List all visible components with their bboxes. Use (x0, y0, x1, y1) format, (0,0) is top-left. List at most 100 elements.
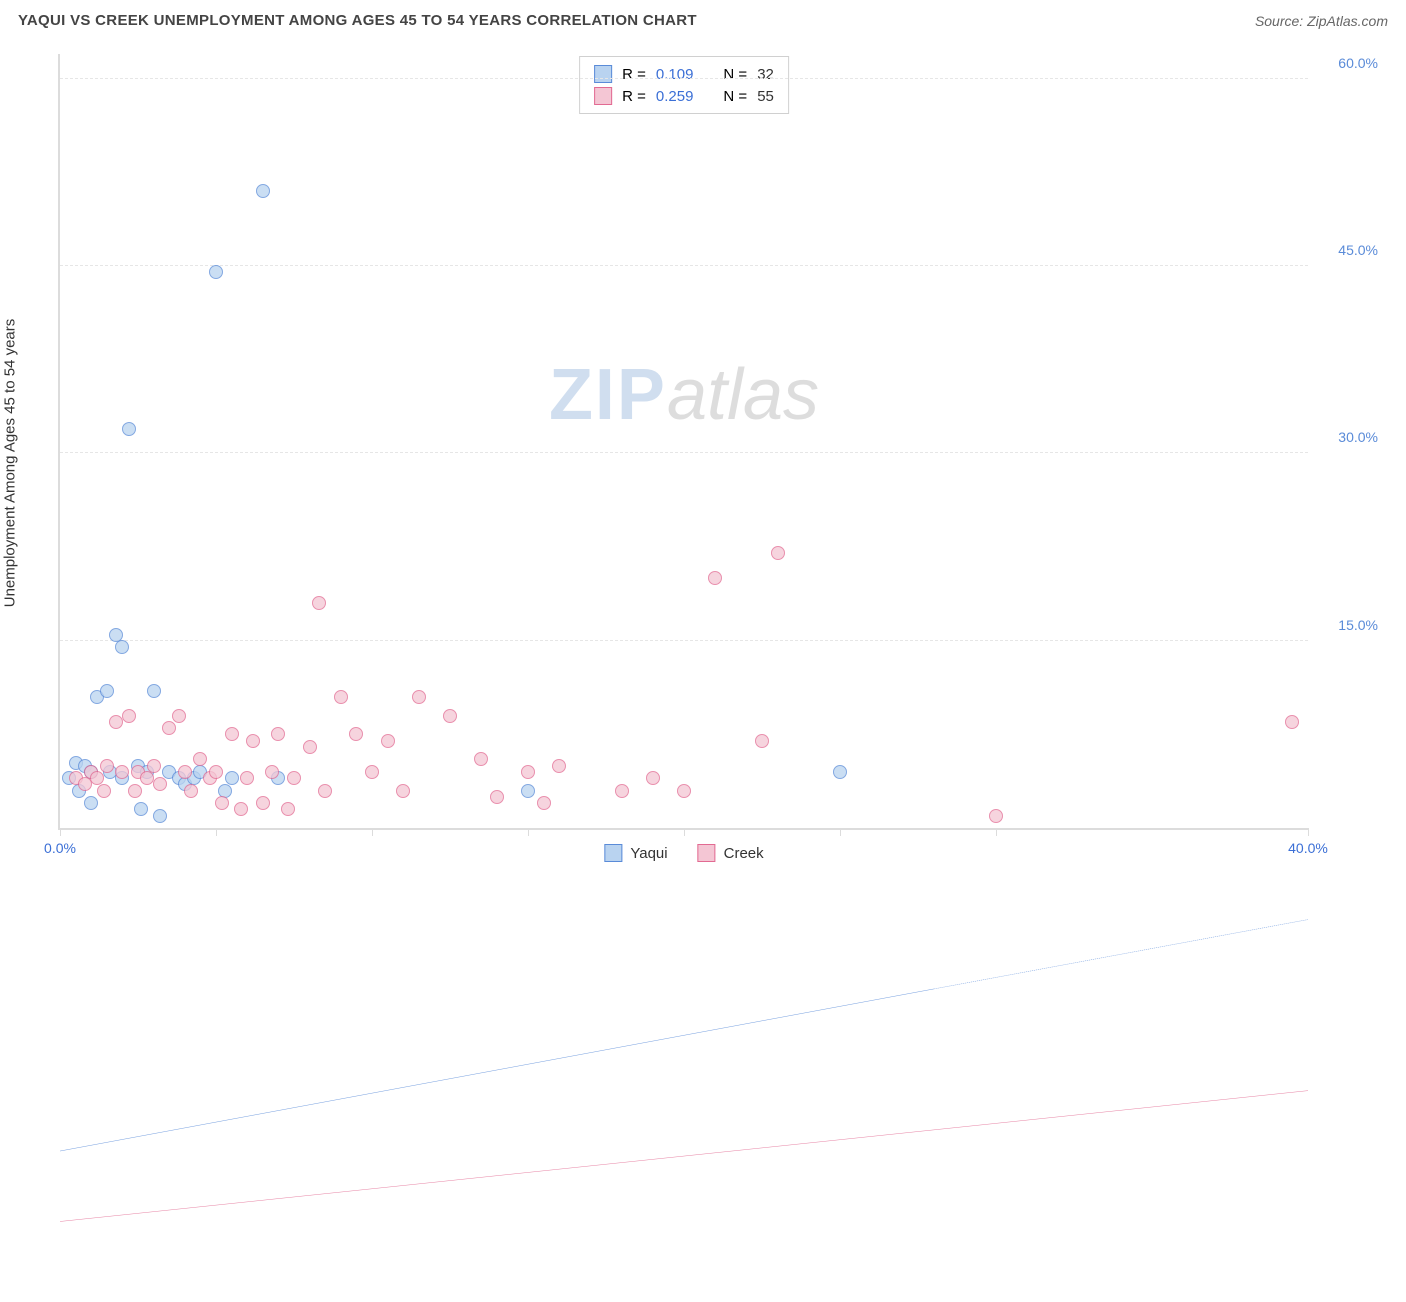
data-point (365, 765, 379, 779)
data-point (240, 771, 254, 785)
data-point (303, 740, 317, 754)
data-point (225, 727, 239, 741)
series-legend: Yaqui Creek (604, 844, 763, 862)
data-point (97, 784, 111, 798)
y-tick-label: 60.0% (1338, 55, 1378, 71)
source-label: Source: ZipAtlas.com (1255, 13, 1388, 29)
data-point (209, 265, 223, 279)
chart-container: Unemployment Among Ages 45 to 54 years Z… (18, 46, 1388, 880)
x-tick (216, 828, 217, 836)
data-point (521, 765, 535, 779)
legend-swatch (594, 65, 612, 83)
data-point (771, 546, 785, 560)
data-point (184, 784, 198, 798)
data-point (412, 690, 426, 704)
y-tick-label: 45.0% (1338, 242, 1378, 258)
data-point (256, 184, 270, 198)
correlation-legend: R = 0.109 N = 32 R = 0.259 N = 55 (579, 56, 789, 114)
y-tick-label: 15.0% (1338, 617, 1378, 633)
legend-n-value: 55 (757, 88, 774, 105)
data-point (708, 571, 722, 585)
data-point (552, 759, 566, 773)
data-point (443, 709, 457, 723)
trend-line (60, 1091, 1308, 1222)
legend-row: R = 0.109 N = 32 (594, 63, 774, 85)
gridline (60, 78, 1308, 79)
data-point (381, 734, 395, 748)
data-point (172, 709, 186, 723)
data-point (100, 684, 114, 698)
data-point (193, 752, 207, 766)
legend-n-label: N = (723, 88, 747, 105)
data-point (84, 796, 98, 810)
x-tick (684, 828, 685, 836)
data-point (396, 784, 410, 798)
trendlines-layer (60, 54, 1308, 1302)
data-point (147, 684, 161, 698)
data-point (209, 765, 223, 779)
data-point (646, 771, 660, 785)
legend-n-label: N = (723, 66, 747, 83)
chart-title: YAQUI VS CREEK UNEMPLOYMENT AMONG AGES 4… (18, 12, 697, 29)
data-point (349, 727, 363, 741)
data-point (271, 727, 285, 741)
legend-r-label: R = (622, 88, 646, 105)
x-tick-label: 0.0% (44, 840, 76, 856)
x-tick (528, 828, 529, 836)
x-tick (840, 828, 841, 836)
data-point (312, 596, 326, 610)
data-point (100, 759, 114, 773)
y-tick-label: 30.0% (1338, 429, 1378, 445)
watermark: ZIPatlas (549, 354, 819, 436)
data-point (122, 709, 136, 723)
data-point (225, 771, 239, 785)
data-point (1285, 715, 1299, 729)
data-point (677, 784, 691, 798)
legend-swatch (594, 87, 612, 105)
legend-swatch (698, 844, 716, 862)
x-tick (60, 828, 61, 836)
x-tick-label: 40.0% (1288, 840, 1328, 856)
data-point (256, 796, 270, 810)
legend-label: Yaqui (630, 845, 667, 862)
legend-n-value: 32 (757, 66, 774, 83)
trend-line-dashed (934, 920, 1308, 989)
x-tick (1308, 828, 1309, 836)
gridline (60, 452, 1308, 453)
data-point (287, 771, 301, 785)
data-point (153, 777, 167, 791)
data-point (334, 690, 348, 704)
legend-swatch (604, 844, 622, 862)
legend-r-value: 0.109 (656, 66, 694, 83)
gridline (60, 265, 1308, 266)
plot-area: ZIPatlas R =0.109N =32R =0.259N =55 Yaqu… (58, 54, 1308, 830)
legend-label: Creek (724, 845, 764, 862)
data-point (318, 784, 332, 798)
data-point (147, 759, 161, 773)
data-point (833, 765, 847, 779)
data-point (234, 802, 248, 816)
data-point (215, 796, 229, 810)
legend-r-value: 0.259 (656, 88, 694, 105)
data-point (153, 809, 167, 823)
data-point (134, 802, 148, 816)
data-point (490, 790, 504, 804)
data-point (474, 752, 488, 766)
data-point (615, 784, 629, 798)
gridline (60, 640, 1308, 641)
y-axis-label: Unemployment Among Ages 45 to 54 years (2, 319, 19, 608)
x-tick (372, 828, 373, 836)
legend-item: Creek (698, 844, 764, 862)
data-point (122, 422, 136, 436)
data-point (115, 640, 129, 654)
legend-row: R = 0.259 N = 55 (594, 85, 774, 107)
data-point (246, 734, 260, 748)
legend-r-label: R = (622, 66, 646, 83)
x-tick (996, 828, 997, 836)
data-point (128, 784, 142, 798)
data-point (178, 765, 192, 779)
data-point (281, 802, 295, 816)
data-point (265, 765, 279, 779)
legend-item: Yaqui (604, 844, 667, 862)
data-point (115, 765, 129, 779)
